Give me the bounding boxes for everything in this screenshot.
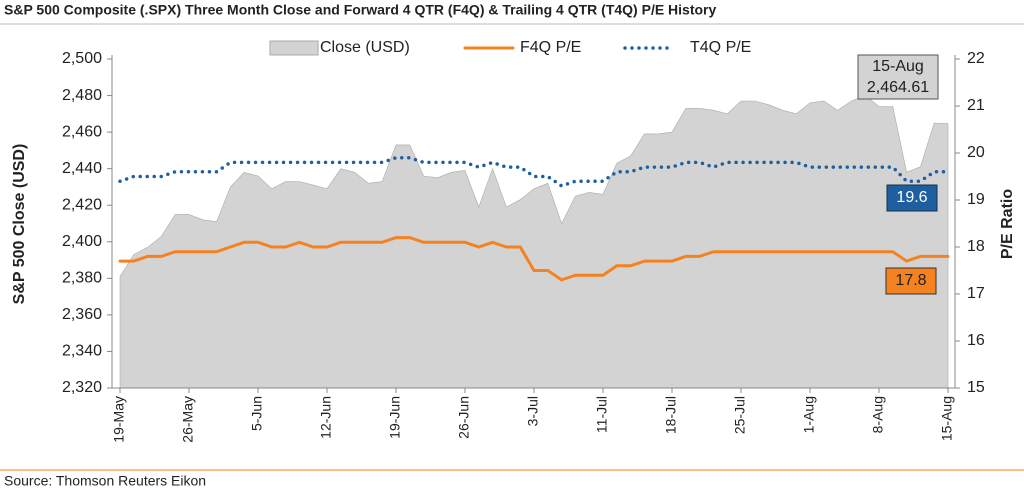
y2-tick-label: 17 xyxy=(967,285,985,302)
legend-label: T4Q P/E xyxy=(690,39,751,56)
y2-tick-label: 15 xyxy=(967,379,985,396)
y-tick-label: 2,480 xyxy=(62,87,102,104)
y2-tick-label: 18 xyxy=(967,238,985,255)
y-tick-label: 2,500 xyxy=(62,50,102,67)
x-tick-label: 11-Jul xyxy=(594,396,610,433)
y2-tick-label: 19 xyxy=(967,191,985,208)
y-tick-label: 2,420 xyxy=(62,196,102,213)
x-tick-label: 12-Jun xyxy=(318,396,334,439)
callout-box xyxy=(857,54,939,100)
callout-text: 2,464.61 xyxy=(867,79,929,96)
legend-label: Close (USD) xyxy=(320,39,410,56)
x-tick-label: 5-Jun xyxy=(249,396,265,431)
callout-text: 15-Aug xyxy=(872,58,924,75)
x-tick-label: 8-Aug xyxy=(870,396,886,433)
y2-tick-label: 22 xyxy=(967,50,985,67)
chart-title: S&P 500 Composite (.SPX) Three Month Clo… xyxy=(4,2,717,18)
y-tick-label: 2,460 xyxy=(62,123,102,140)
x-tick-label: 26-May xyxy=(180,396,196,443)
x-tick-label: 1-Aug xyxy=(801,396,817,433)
y-tick-label: 2,320 xyxy=(62,379,102,396)
y-tick-label: 2,400 xyxy=(62,233,102,250)
callout-box xyxy=(886,184,938,212)
callout-text: 19.6 xyxy=(896,189,927,206)
x-tick-label: 15-Aug xyxy=(939,396,955,441)
legend-swatch xyxy=(269,40,319,56)
y2-tick-label: 16 xyxy=(967,332,985,349)
x-tick-label: 19-May xyxy=(111,396,127,443)
y2-tick-label: 21 xyxy=(967,97,985,114)
legend-label: F4Q P/E xyxy=(520,39,581,56)
x-tick-label: 25-Jul xyxy=(732,396,748,434)
close-area xyxy=(119,95,949,389)
y-tick-label: 2,340 xyxy=(62,343,102,360)
x-tick-label: 26-Jun xyxy=(456,396,472,439)
y-tick-label: 2,380 xyxy=(62,270,102,287)
f4q-line xyxy=(118,236,950,282)
callout-text: 17.8 xyxy=(895,272,926,289)
y2-axis-label: P/E Ratio xyxy=(999,189,1016,259)
y2-tick-label: 20 xyxy=(967,144,985,161)
y-tick-label: 2,440 xyxy=(62,160,102,177)
y-axis-label: S&P 500 Close (USD) xyxy=(11,144,28,305)
x-tick-label: 19-Jun xyxy=(387,396,403,439)
callout-box xyxy=(885,267,937,295)
x-tick-label: 3-Jul xyxy=(525,396,541,426)
y-tick-label: 2,360 xyxy=(62,306,102,323)
source: Source: Thomson Reuters Eikon xyxy=(4,473,206,489)
x-tick-label: 18-Jul xyxy=(663,396,679,434)
